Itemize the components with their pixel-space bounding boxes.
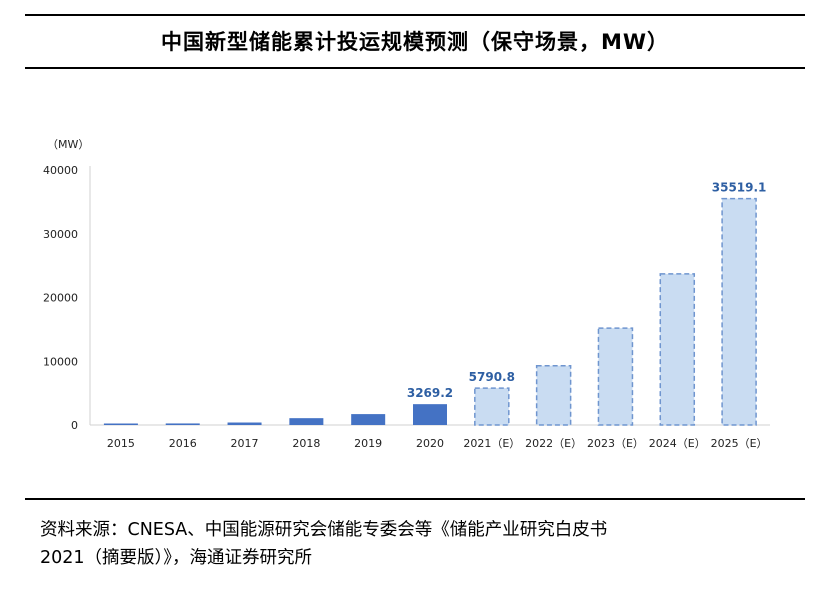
x-tick-label: 2020 — [416, 437, 444, 450]
chart-title: 中国新型储能累计投运规模预测（保守场景，MW） — [160, 30, 670, 54]
y-unit-label: （MW） — [47, 138, 89, 151]
x-tick-label: 2025（E） — [711, 437, 768, 450]
bar-2023（E） — [597, 327, 634, 426]
source-note: 资料来源：CNESA、中国能源研究会储能专委会等《储能产业研究白皮书 2021（… — [40, 516, 800, 572]
bar-2024（E） — [659, 273, 696, 426]
y-tick-label: 30000 — [43, 228, 78, 241]
source-rule — [25, 498, 805, 500]
x-tick-label: 2016 — [169, 437, 197, 450]
source-line-1: 资料来源：CNESA、中国能源研究会储能专委会等《储能产业研究白皮书 — [40, 520, 608, 540]
data-label: 3269.2 — [407, 386, 453, 400]
bar-2022（E） — [535, 364, 572, 426]
bar-2025（E） — [721, 197, 757, 426]
top-rule — [25, 14, 805, 16]
bar-2016 — [165, 423, 200, 425]
title-rule — [25, 67, 805, 69]
y-tick-label: 20000 — [43, 292, 78, 305]
bar-2017 — [227, 422, 262, 425]
bar-2019 — [351, 414, 386, 425]
data-labels: 3269.2 5790.8 35519.1 — [407, 181, 767, 401]
data-label: 5790.8 — [469, 370, 515, 384]
source-line-2: 2021（摘要版）》，海通证券研究所 — [40, 548, 313, 568]
x-tick-label: 2024（E） — [649, 437, 706, 450]
data-label: 35519.1 — [712, 181, 767, 195]
bar-series — [103, 197, 757, 426]
y-tick-label: 40000 — [43, 164, 78, 177]
x-tick-label: 2017 — [231, 437, 259, 450]
x-tick-label: 2022（E） — [525, 437, 582, 450]
x-tick-label: 2021（E） — [463, 437, 520, 450]
y-tick-label: 0 — [71, 419, 78, 432]
x-axis-labels: 2015 2016 2017 2018 2019 2020 2021（E） 2022（E） 20… — [107, 437, 768, 450]
x-tick-label: 2023（E） — [587, 437, 644, 450]
bar-2020 — [413, 404, 447, 425]
x-tick-label: 2018 — [292, 437, 320, 450]
x-tick-label: 2015 — [107, 437, 135, 450]
bar-2015 — [103, 423, 138, 425]
bar-2021（E） — [474, 387, 510, 426]
bar-2018 — [289, 418, 324, 425]
x-tick-label: 2019 — [354, 437, 382, 450]
y-axis: 0 10000 20000 30000 40000 — [43, 164, 91, 432]
y-tick-label: 10000 — [43, 355, 78, 368]
